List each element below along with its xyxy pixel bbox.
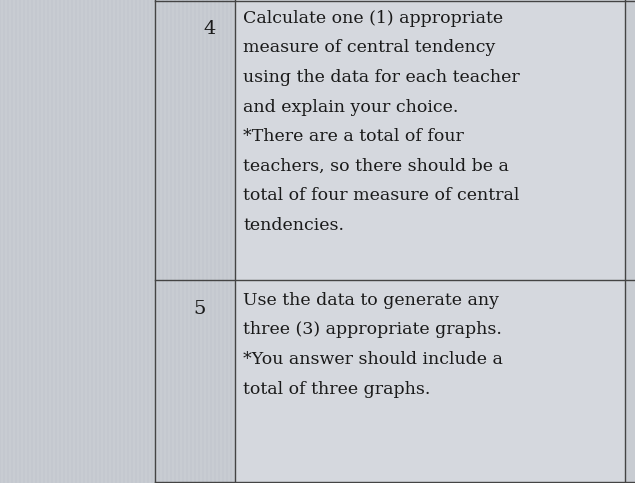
Text: Calculate one (1) appropriate: Calculate one (1) appropriate <box>243 10 503 27</box>
Text: *There are a total of four: *There are a total of four <box>243 128 464 145</box>
Text: 5: 5 <box>194 300 206 318</box>
Text: using the data for each teacher: using the data for each teacher <box>243 69 520 86</box>
Text: *You answer should include a: *You answer should include a <box>243 351 503 368</box>
Text: three (3) appropriate graphs.: three (3) appropriate graphs. <box>243 322 502 339</box>
Text: tendencies.: tendencies. <box>243 216 344 233</box>
Text: measure of central tendency: measure of central tendency <box>243 40 495 57</box>
Bar <box>235 0 625 280</box>
Text: total of three graphs.: total of three graphs. <box>243 381 431 398</box>
Text: Use the data to generate any: Use the data to generate any <box>243 292 499 309</box>
Text: 4: 4 <box>204 20 216 38</box>
Text: total of four measure of central: total of four measure of central <box>243 187 519 204</box>
Text: and explain your choice.: and explain your choice. <box>243 99 458 115</box>
Bar <box>235 280 625 483</box>
Text: teachers, so there should be a: teachers, so there should be a <box>243 157 509 174</box>
